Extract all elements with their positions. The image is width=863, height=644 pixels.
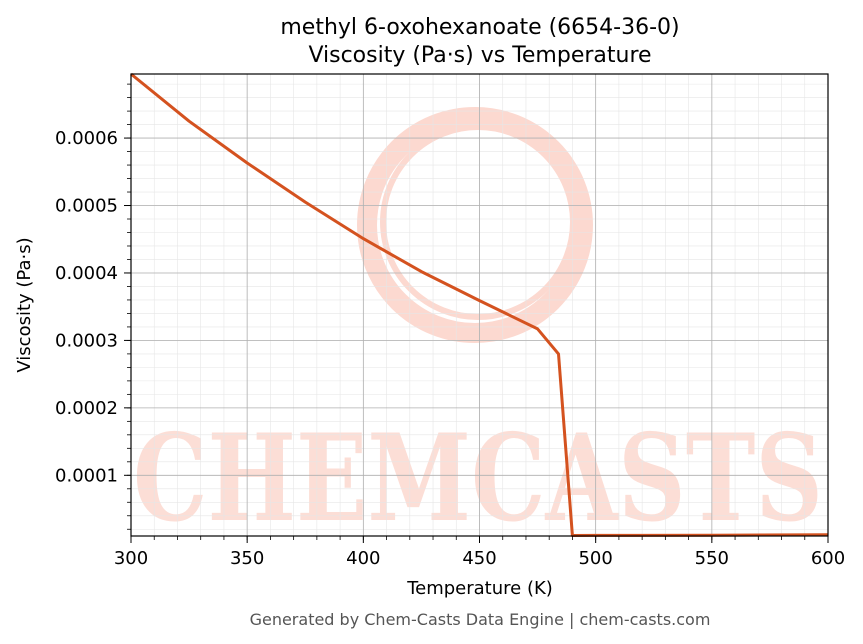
y-axis-label: Viscosity (Pa·s) — [14, 237, 35, 372]
x-tick-label: 550 — [695, 548, 729, 569]
y-tick-label: 0.0005 — [55, 196, 118, 217]
x-axis: 300 350 400 450 500 550 600 — [114, 536, 845, 569]
x-tick-label: 400 — [346, 548, 380, 569]
x-tick-label: 600 — [811, 548, 845, 569]
y-tick-label: 0.0002 — [55, 398, 118, 419]
watermark-text: CHEMCASTS — [133, 408, 823, 549]
watermark-logo-ring — [357, 107, 593, 343]
chart-title: methyl 6-oxohexanoate (6654-36-0) — [280, 15, 679, 40]
y-tick-label: 0.0004 — [55, 263, 118, 284]
x-tick-label: 500 — [578, 548, 612, 569]
y-tick-label: 0.0003 — [55, 330, 118, 351]
chart-subtitle: Viscosity (Pa·s) vs Temperature — [308, 43, 651, 68]
x-axis-label: Temperature (K) — [406, 578, 553, 599]
x-tick-label: 300 — [114, 548, 148, 569]
footer-credit: Generated by Chem-Casts Data Engine | ch… — [250, 610, 711, 629]
x-tick-label: 450 — [462, 548, 496, 569]
x-tick-label: 350 — [230, 548, 264, 569]
y-tick-label: 0.0006 — [55, 128, 118, 149]
y-tick-label: 0.0001 — [55, 465, 118, 486]
y-axis: 0.0001 0.0002 0.0003 0.0004 0.0005 0.0006 — [55, 83, 131, 530]
watermark: CHEMCASTS — [133, 107, 823, 549]
